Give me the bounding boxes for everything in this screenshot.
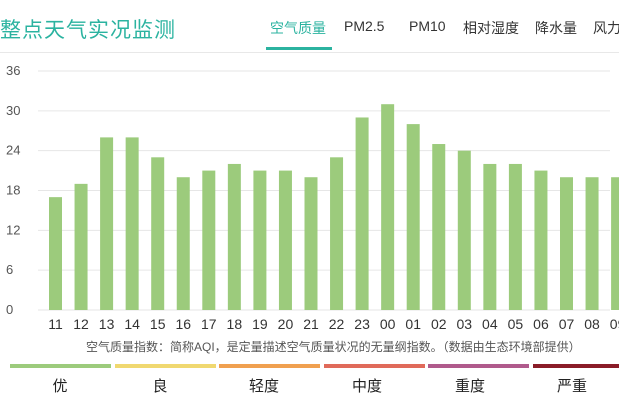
legend-label: 重度 [454,378,485,395]
x-tick-label: 09 [610,316,619,332]
bar[interactable] [278,170,292,310]
page-title: 整点天气实况监测 [0,19,176,42]
x-tick-label: 18 [227,316,243,332]
bar[interactable] [534,170,548,310]
bar[interactable] [125,137,139,310]
tab-precipitation[interactable]: 降水量 [535,20,577,36]
y-tick-label: 36 [6,63,20,78]
x-tick-label: 04 [482,316,498,332]
legend-color-bar [428,364,529,368]
bar[interactable] [304,177,318,310]
x-tick-label: 12 [73,316,89,332]
y-tick-label: 30 [6,103,20,118]
bar[interactable] [100,137,114,310]
legend-label: 优 [52,378,68,395]
x-tick-label: 08 [584,316,600,332]
bar[interactable] [585,177,599,310]
bar[interactable] [74,183,88,310]
tab-pm10[interactable]: PM10 [409,18,446,34]
legend-color-bar [114,364,216,368]
y-tick-label: 24 [6,143,20,158]
bar[interactable] [508,163,522,310]
x-tick-label: 14 [124,316,140,332]
x-tick-label: 21 [303,316,319,332]
x-tick-label: 15 [150,316,166,332]
x-tick-label: 01 [405,316,421,332]
bar[interactable] [381,104,395,310]
y-tick-label: 18 [6,183,20,198]
x-tick-label: 00 [380,316,396,332]
legend-label: 良 [152,378,168,395]
x-tick-label: 17 [201,316,217,332]
bar[interactable] [406,124,420,310]
bar[interactable] [253,170,267,310]
x-tick-label: 13 [99,316,115,332]
header-divider [0,52,619,53]
x-tick-label: 20 [278,316,294,332]
x-tick-label: 05 [508,316,524,332]
bar[interactable] [227,163,241,310]
bar[interactable] [176,177,190,310]
bar[interactable] [202,170,216,310]
x-tick-label: 07 [559,316,575,332]
legend-color-bar [532,364,619,368]
legend-color-bar [323,364,425,368]
x-tick-label: 03 [457,316,473,332]
bar[interactable] [49,197,62,310]
aqi-footnote: 空气质量指数：简称AQI，是定量描述空气质量状况的无量纲指数。（数据由生态环境部… [86,340,581,354]
y-tick-label: 12 [6,222,20,237]
y-tick-label: 6 [6,262,13,277]
x-tick-label: 23 [354,316,370,332]
bar[interactable] [355,117,369,310]
x-tick-label: 06 [533,316,549,332]
bar[interactable] [330,157,344,310]
x-tick-label: 19 [252,316,268,332]
active-tab-indicator [266,47,332,50]
tab-wind[interactable]: 风力 [593,20,619,36]
metric-tabs: 空气质量 PM2.5 PM10 相对湿度 降水量 风力 [0,0,619,56]
tab-humidity[interactable]: 相对湿度 [463,20,519,36]
x-tick-label: 02 [431,316,447,332]
y-tick-label: 0 [6,302,13,317]
bar[interactable] [560,177,573,310]
tab-pm25[interactable]: PM2.5 [344,18,385,34]
bar[interactable] [611,177,619,310]
tab-air-quality[interactable]: 空气质量 [270,20,326,36]
bar[interactable] [432,144,446,310]
legend-label: 中度 [351,378,382,395]
legend-label: 轻度 [248,378,279,395]
bar[interactable] [457,150,471,310]
bar[interactable] [151,157,165,310]
legend-color-bar [219,364,320,368]
x-tick-label: 22 [329,316,345,332]
x-tick-label: 16 [175,316,191,332]
legend-label: 严重 [556,378,587,395]
bar[interactable] [483,163,497,310]
x-tick-label: 11 [48,316,63,332]
legend-color-bar [10,364,111,368]
